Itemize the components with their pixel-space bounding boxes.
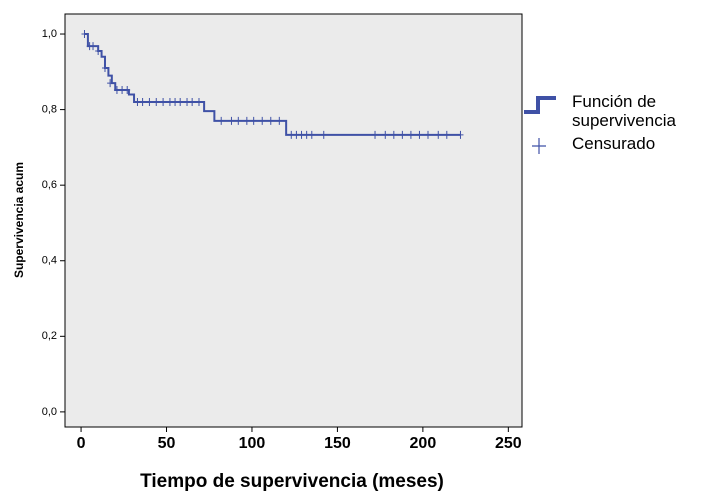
censor-mark (228, 116, 235, 125)
censor-mark (153, 98, 160, 107)
x-tick-label: 250 (495, 435, 522, 452)
plot-area (64, 13, 523, 428)
censor-mark (166, 98, 173, 107)
censor-mark (372, 130, 379, 139)
legend-item: Función de supervivencia (524, 92, 724, 130)
x-tick-label: 0 (77, 435, 86, 452)
censor-mark (320, 130, 327, 139)
censor-mark (425, 130, 432, 139)
censor-mark (101, 64, 108, 73)
x-tick-label: 150 (324, 435, 351, 452)
censor-mark (298, 130, 305, 139)
y-tick-label: 1,0 (42, 28, 57, 40)
censor-mark (443, 130, 450, 139)
y-tick-label: 0,4 (42, 255, 57, 267)
censor-mark (90, 42, 97, 51)
censor-mark (189, 98, 196, 107)
censor-mark (95, 47, 102, 56)
censor-mark (218, 116, 225, 125)
censor-mark (382, 130, 389, 139)
censor-mark (160, 98, 167, 107)
censor-mark (124, 85, 131, 94)
censor-mark (416, 130, 423, 139)
censor-mark (184, 98, 191, 107)
censor-mark (119, 85, 126, 94)
censor-mark (259, 116, 266, 125)
y-tick-label: 0,2 (42, 330, 57, 342)
y-tick-label: 0,6 (42, 179, 57, 191)
legend: Función de supervivencia Censurado (524, 92, 724, 157)
censor-mark (293, 130, 300, 139)
x-axis-label: Tiempo de supervivencia (meses) (140, 471, 444, 492)
legend-item: Censurado (524, 134, 724, 154)
censor-mark (139, 98, 146, 107)
censor-mark (81, 30, 88, 39)
legend-label: Censurado (572, 134, 656, 153)
censor-mark (288, 130, 295, 139)
censor-mark (195, 98, 202, 107)
legend-swatch (532, 138, 546, 154)
censor-mark (407, 130, 414, 139)
censor-mark (134, 98, 141, 107)
censor-mark (308, 130, 315, 139)
censor-mark (267, 116, 274, 125)
censor-mark (276, 116, 283, 125)
legend-symbol (532, 138, 546, 154)
censor-mark (457, 130, 464, 139)
censor-mark (303, 130, 310, 139)
legend-swatch (524, 96, 556, 114)
censor-mark (172, 98, 179, 107)
censor-mark (399, 130, 406, 139)
legend-label: Función de supervivencia (572, 92, 676, 130)
censor-mark (243, 116, 250, 125)
censor-mark (390, 130, 397, 139)
censor-mark (250, 116, 257, 125)
censor-mark (113, 85, 120, 94)
censor-mark (235, 116, 242, 125)
censor-mark (146, 98, 153, 107)
x-tick-label: 100 (239, 435, 266, 452)
y-tick-label: 0,0 (42, 406, 57, 418)
y-axis-label: Supervivencia acum (12, 162, 26, 278)
censor-mark (435, 130, 442, 139)
legend-symbol (524, 96, 556, 114)
x-tick-label: 50 (158, 435, 176, 452)
censor-mark (107, 79, 114, 88)
x-tick-label: 200 (410, 435, 437, 452)
censor-mark (177, 98, 184, 107)
y-tick-label: 0,8 (42, 104, 57, 116)
